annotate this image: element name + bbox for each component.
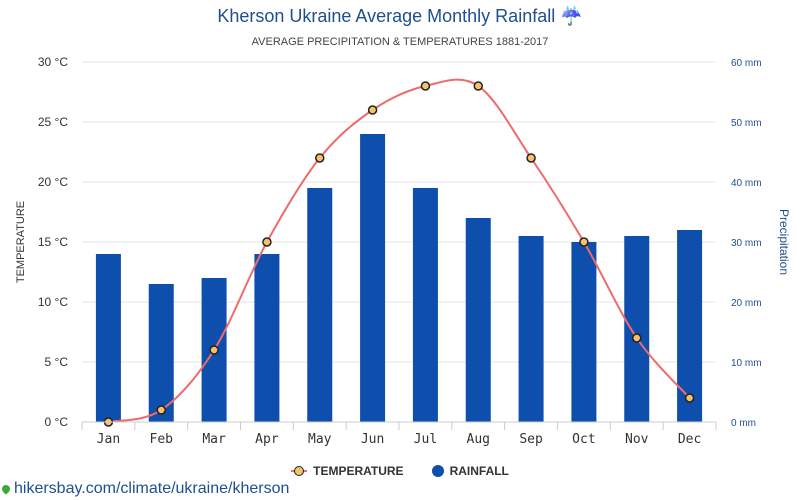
y-tick-left: 10 °C <box>38 295 68 309</box>
y-tick-right: 0 mm <box>731 418 756 429</box>
chart-title: Kherson Ukraine Average Monthly Rainfall… <box>217 6 583 26</box>
y-tick-right: 60 mm <box>731 58 762 69</box>
x-tick-apr: Apr <box>255 432 279 447</box>
source-link-text: hikersbay.com/climate/ukraine/kherson <box>14 480 290 497</box>
x-tick-sep: Sep <box>519 432 543 447</box>
rainfall-bar-may[interactable] <box>307 188 333 422</box>
rainfall-dot-icon <box>431 465 444 477</box>
rainfall-bar-jul[interactable] <box>412 188 438 422</box>
rainfall-bar-jan[interactable] <box>95 254 121 422</box>
rainfall-bar-oct[interactable] <box>571 242 597 422</box>
temperature-line-marker-icon <box>291 466 308 476</box>
rainfall-bar-jun[interactable] <box>360 134 386 422</box>
y-tick-right: 10 mm <box>731 358 762 369</box>
y-tick-right: 30 mm <box>731 238 762 249</box>
rainfall-bar-aug[interactable] <box>465 218 491 422</box>
y-tick-left: 25 °C <box>38 115 68 129</box>
y-axis-left-title: TEMPERATURE <box>15 201 27 283</box>
temperature-point-jul[interactable] <box>420 81 431 91</box>
grid-lines <box>82 61 716 423</box>
temperature-point-oct[interactable] <box>579 237 589 247</box>
x-tick-jan: Jan <box>97 432 120 447</box>
y-axis-left: 0 °C 5 °C 10 °C 15 °C 20 °C 25 °C 30 °C <box>38 55 68 429</box>
x-tick-feb: Feb <box>150 432 174 447</box>
temperature-point-mar[interactable] <box>209 345 219 355</box>
y-tick-left: 20 °C <box>38 175 68 189</box>
rainfall-bar-sep[interactable] <box>518 236 544 422</box>
legend-rainfall[interactable]: RAINFALL <box>431 464 509 478</box>
temperature-point-may[interactable] <box>315 153 325 163</box>
y-tick-right: 20 mm <box>731 298 762 309</box>
rainfall-bars <box>95 134 703 422</box>
chart-legend: TEMPERATURE RAINFALL <box>0 464 800 478</box>
chart-subtitle: AVERAGE PRECIPITATION & TEMPERATURES 188… <box>251 36 549 48</box>
temperature-point-feb[interactable] <box>156 405 166 415</box>
x-axis: Jan Feb Mar Apr May Jun Jul Aug Sep Oct Nov Dec <box>81 421 717 447</box>
x-tick-mar: Mar <box>202 432 226 447</box>
source-link[interactable]: hikersbay.com/climate/ukraine/kherson <box>0 480 290 498</box>
x-tick-may: May <box>308 432 332 447</box>
x-tick-dec: Dec <box>678 432 701 447</box>
temperature-point-sep[interactable] <box>526 153 536 163</box>
legend-rainfall-label: RAINFALL <box>449 464 509 478</box>
y-axis-right-title: Precipitation <box>777 209 791 275</box>
rainfall-bar-feb[interactable] <box>148 284 174 422</box>
x-tick-jun: Jun <box>361 432 384 447</box>
x-tick-nov: Nov <box>625 432 649 447</box>
y-tick-left: 30 °C <box>38 55 68 69</box>
x-tick-jul: Jul <box>414 432 437 447</box>
temperature-point-dec[interactable] <box>684 393 695 403</box>
legend-temperature[interactable]: TEMPERATURE <box>291 464 404 478</box>
temperature-points <box>103 81 695 427</box>
y-tick-left: 5 °C <box>45 355 69 369</box>
legend-temperature-label: TEMPERATURE <box>313 464 404 478</box>
y-tick-left: 0 °C <box>45 415 69 429</box>
y-tick-right: 40 mm <box>731 178 762 189</box>
map-pin-icon <box>0 483 12 495</box>
x-tick-aug: Aug <box>467 432 490 447</box>
temperature-point-nov[interactable] <box>632 333 642 343</box>
rainfall-bar-dec[interactable] <box>677 230 703 422</box>
x-tick-oct: Oct <box>572 432 595 447</box>
y-axis-right: 0 mm 10 mm 20 mm 30 mm 40 mm 50 mm 60 mm <box>731 58 762 429</box>
rainfall-bar-nov[interactable] <box>624 236 650 422</box>
temperature-point-apr[interactable] <box>262 237 272 247</box>
temperature-point-jun[interactable] <box>367 105 378 115</box>
climate-chart: 0 °C 5 °C 10 °C 15 °C 20 °C 25 °C 30 °C 0 mm 10… <box>15 55 791 447</box>
rainfall-bar-apr[interactable] <box>254 254 280 422</box>
y-tick-right: 50 mm <box>731 118 762 129</box>
temperature-point-aug[interactable] <box>473 81 483 91</box>
temperature-line <box>108 78 691 423</box>
y-tick-left: 15 °C <box>38 235 68 249</box>
